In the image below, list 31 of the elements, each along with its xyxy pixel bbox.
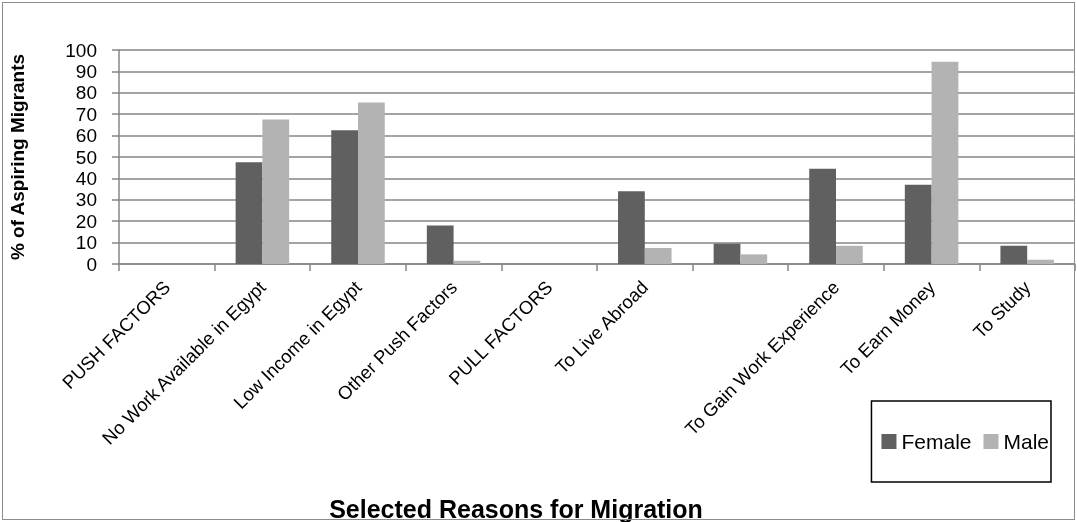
y-tick-label: 30 <box>75 189 97 211</box>
bar <box>644 247 672 264</box>
bar <box>358 102 385 264</box>
bar <box>809 168 836 264</box>
legend-label: Male <box>1003 430 1050 453</box>
legend-label: Female <box>901 430 972 453</box>
bar <box>331 130 358 264</box>
bar <box>426 225 454 264</box>
y-tick-label: 80 <box>75 82 97 104</box>
bar <box>740 254 768 264</box>
bar <box>235 162 263 264</box>
y-tick-label: 40 <box>75 167 97 189</box>
bar <box>713 243 741 264</box>
bar <box>931 61 959 264</box>
y-tick-label: 60 <box>75 125 97 147</box>
y-tick-label: 0 <box>86 253 97 275</box>
y-tick-label: 90 <box>75 60 97 82</box>
y-tick-label: 70 <box>75 103 97 125</box>
y-tick-label: 50 <box>75 146 97 168</box>
bar <box>1027 259 1054 264</box>
y-axis-title: % of Aspiring Migrants <box>7 53 28 261</box>
bar <box>618 191 645 264</box>
y-tick-label: 100 <box>65 39 97 61</box>
y-tick-label: 10 <box>75 232 97 254</box>
bar <box>836 245 863 264</box>
bar <box>262 119 290 264</box>
bar <box>904 184 932 264</box>
bar <box>1000 245 1028 264</box>
y-tick-label: 20 <box>75 210 97 232</box>
x-axis-title: Selected Reasons for Migration <box>329 494 703 522</box>
bar <box>453 260 481 264</box>
